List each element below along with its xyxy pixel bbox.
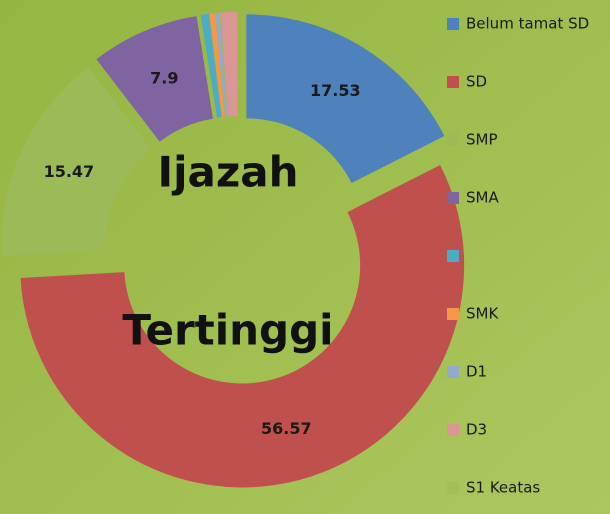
- legend-label: Belum tamat SD: [466, 15, 589, 33]
- legend-swatch: [447, 366, 459, 378]
- legend-swatch: [447, 308, 459, 320]
- data-label: 15.47: [44, 162, 95, 181]
- slices: [1, 12, 465, 488]
- slice: [20, 165, 465, 488]
- data-label: 7.9: [150, 69, 178, 88]
- slice: [215, 12, 228, 117]
- data-label: 56.57: [261, 419, 312, 438]
- annotation: Tertinggi: [122, 306, 333, 355]
- legend-swatch: [447, 134, 459, 146]
- slice: [220, 12, 238, 117]
- legend-label: S1 Keatas: [466, 479, 540, 497]
- slice: [1, 67, 152, 256]
- legend-swatch: [447, 192, 459, 204]
- legend-swatch: [447, 424, 459, 436]
- slice: [209, 13, 225, 117]
- legend-label: D3: [466, 421, 487, 439]
- legend-label: SD: [466, 73, 487, 91]
- legend-swatch: [447, 76, 459, 88]
- legend-label: SMP: [466, 131, 498, 149]
- data-label: 17.53: [310, 81, 361, 100]
- legend-label: SMA: [466, 189, 499, 207]
- legend-label: D1: [466, 363, 487, 381]
- slice: [200, 13, 222, 118]
- annotation: Ijazah: [157, 148, 298, 197]
- legend-label: SMK: [466, 305, 499, 323]
- slice: [96, 16, 213, 142]
- legend-swatch: [447, 250, 459, 262]
- slice: [246, 14, 445, 183]
- legend-swatch: [447, 18, 459, 30]
- legend-swatch: [447, 482, 459, 494]
